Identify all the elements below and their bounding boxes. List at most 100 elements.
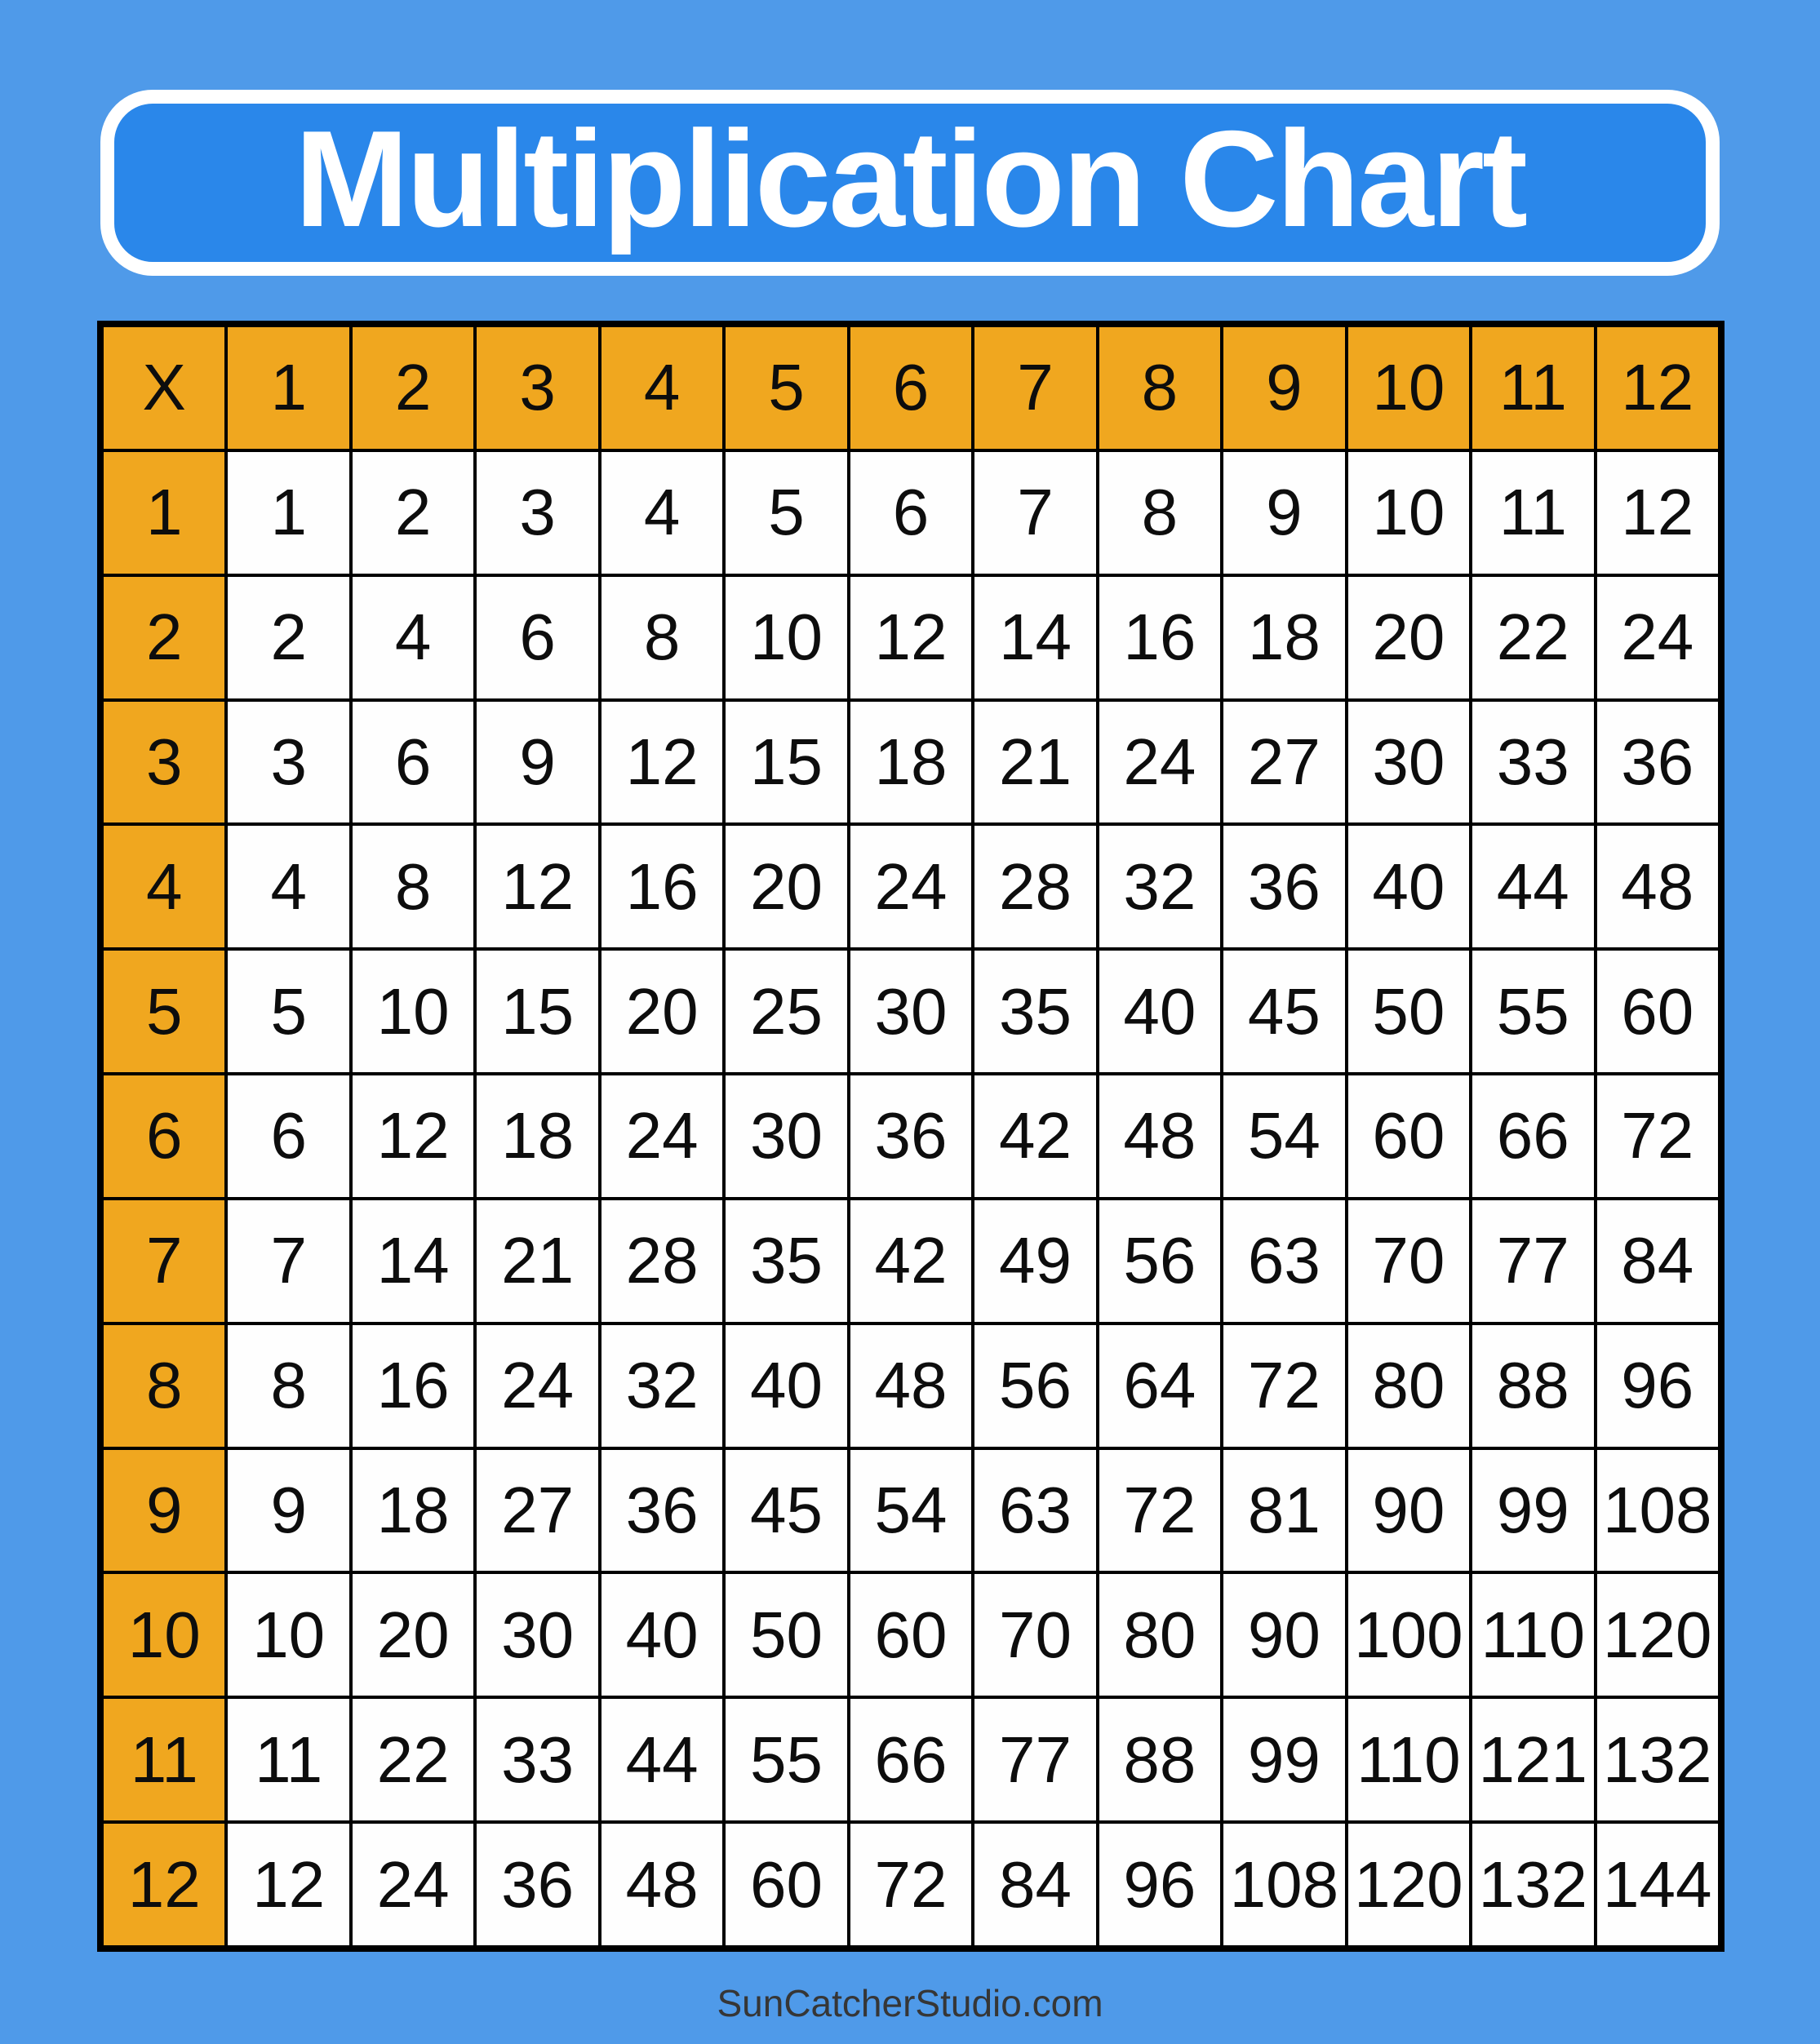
- product-cell: 1: [228, 451, 349, 574]
- product-cell: 144: [1596, 1824, 1718, 1945]
- column-header-cell: 10: [1347, 327, 1470, 449]
- product-cell: 11: [1472, 451, 1594, 574]
- product-cell: 9: [228, 1449, 349, 1572]
- product-cell: 27: [477, 1449, 598, 1572]
- product-cell: 30: [726, 1075, 847, 1197]
- product-cell: 36: [601, 1449, 723, 1572]
- product-cell: 12: [1596, 451, 1718, 574]
- product-cell: 84: [974, 1824, 1096, 1945]
- row-header-cell: 4: [104, 826, 225, 948]
- product-cell: 63: [1223, 1199, 1345, 1322]
- product-cell: 18: [352, 1449, 474, 1572]
- product-cell: 64: [1099, 1324, 1221, 1447]
- product-cell: 36: [1223, 826, 1345, 948]
- product-cell: 56: [974, 1324, 1096, 1447]
- product-cell: 10: [352, 951, 474, 1073]
- product-cell: 6: [850, 451, 972, 574]
- product-cell: 35: [726, 1199, 847, 1322]
- product-cell: 11: [228, 1699, 349, 1821]
- product-cell: 32: [1099, 826, 1221, 948]
- product-cell: 48: [850, 1324, 972, 1447]
- column-header-cell: 1: [228, 327, 349, 449]
- product-cell: 100: [1347, 1574, 1470, 1696]
- product-cell: 96: [1099, 1824, 1221, 1945]
- column-header-cell: 8: [1099, 327, 1221, 449]
- product-cell: 5: [228, 951, 349, 1073]
- product-cell: 12: [850, 576, 972, 698]
- product-cell: 72: [1596, 1075, 1718, 1197]
- product-cell: 42: [974, 1075, 1096, 1197]
- product-cell: 8: [1099, 451, 1221, 574]
- product-cell: 15: [477, 951, 598, 1073]
- product-cell: 70: [974, 1574, 1096, 1696]
- product-cell: 22: [352, 1699, 474, 1821]
- product-cell: 16: [601, 826, 723, 948]
- product-cell: 10: [228, 1574, 349, 1696]
- product-cell: 108: [1223, 1824, 1345, 1945]
- product-cell: 81: [1223, 1449, 1345, 1572]
- product-cell: 6: [228, 1075, 349, 1197]
- product-cell: 55: [726, 1699, 847, 1821]
- product-cell: 6: [352, 701, 474, 823]
- product-cell: 49: [974, 1199, 1096, 1322]
- row-header-cell: 9: [104, 1449, 225, 1572]
- product-cell: 54: [850, 1449, 972, 1572]
- product-cell: 28: [601, 1199, 723, 1322]
- product-cell: 24: [601, 1075, 723, 1197]
- product-cell: 4: [228, 826, 349, 948]
- column-header-cell: 7: [974, 327, 1096, 449]
- product-cell: 77: [1472, 1199, 1594, 1322]
- product-cell: 121: [1472, 1699, 1594, 1821]
- column-header-cell: 3: [477, 327, 598, 449]
- product-cell: 66: [1472, 1075, 1594, 1197]
- product-cell: 16: [1099, 576, 1221, 698]
- product-cell: 48: [1596, 826, 1718, 948]
- product-cell: 10: [726, 576, 847, 698]
- product-cell: 110: [1347, 1699, 1470, 1821]
- product-cell: 66: [850, 1699, 972, 1821]
- row-header-cell: 6: [104, 1075, 225, 1197]
- product-cell: 63: [974, 1449, 1096, 1572]
- product-cell: 24: [1596, 576, 1718, 698]
- product-cell: 24: [352, 1824, 474, 1945]
- product-cell: 2: [352, 451, 474, 574]
- product-cell: 110: [1472, 1574, 1594, 1696]
- product-cell: 22: [1472, 576, 1594, 698]
- product-cell: 48: [1099, 1075, 1221, 1197]
- product-cell: 10: [1347, 451, 1470, 574]
- product-cell: 72: [1223, 1324, 1345, 1447]
- product-cell: 56: [1099, 1199, 1221, 1322]
- product-cell: 30: [477, 1574, 598, 1696]
- row-header-cell: 1: [104, 451, 225, 574]
- product-cell: 5: [726, 451, 847, 574]
- column-header-cell: 11: [1472, 327, 1594, 449]
- product-cell: 12: [601, 701, 723, 823]
- product-cell: 12: [228, 1824, 349, 1945]
- footer-credit: SunCatcherStudio.com: [717, 1982, 1103, 2024]
- product-cell: 36: [477, 1824, 598, 1945]
- product-cell: 8: [352, 826, 474, 948]
- product-cell: 20: [352, 1574, 474, 1696]
- product-cell: 60: [850, 1574, 972, 1696]
- column-header-cell: 12: [1596, 327, 1718, 449]
- column-header-cell: 4: [601, 327, 723, 449]
- product-cell: 33: [477, 1699, 598, 1821]
- product-cell: 12: [352, 1075, 474, 1197]
- product-cell: 12: [477, 826, 598, 948]
- product-cell: 35: [974, 951, 1096, 1073]
- page-title: Multiplication Chart: [295, 101, 1528, 255]
- product-cell: 42: [850, 1199, 972, 1322]
- product-cell: 45: [1223, 951, 1345, 1073]
- product-cell: 33: [1472, 701, 1594, 823]
- product-cell: 120: [1347, 1824, 1470, 1945]
- column-header-cell: 6: [850, 327, 972, 449]
- product-cell: 30: [850, 951, 972, 1073]
- product-cell: 60: [1596, 951, 1718, 1073]
- product-cell: 40: [601, 1574, 723, 1696]
- product-cell: 108: [1596, 1449, 1718, 1572]
- product-cell: 132: [1472, 1824, 1594, 1945]
- column-header-cell: 2: [352, 327, 474, 449]
- product-cell: 14: [974, 576, 1096, 698]
- product-cell: 21: [974, 701, 1096, 823]
